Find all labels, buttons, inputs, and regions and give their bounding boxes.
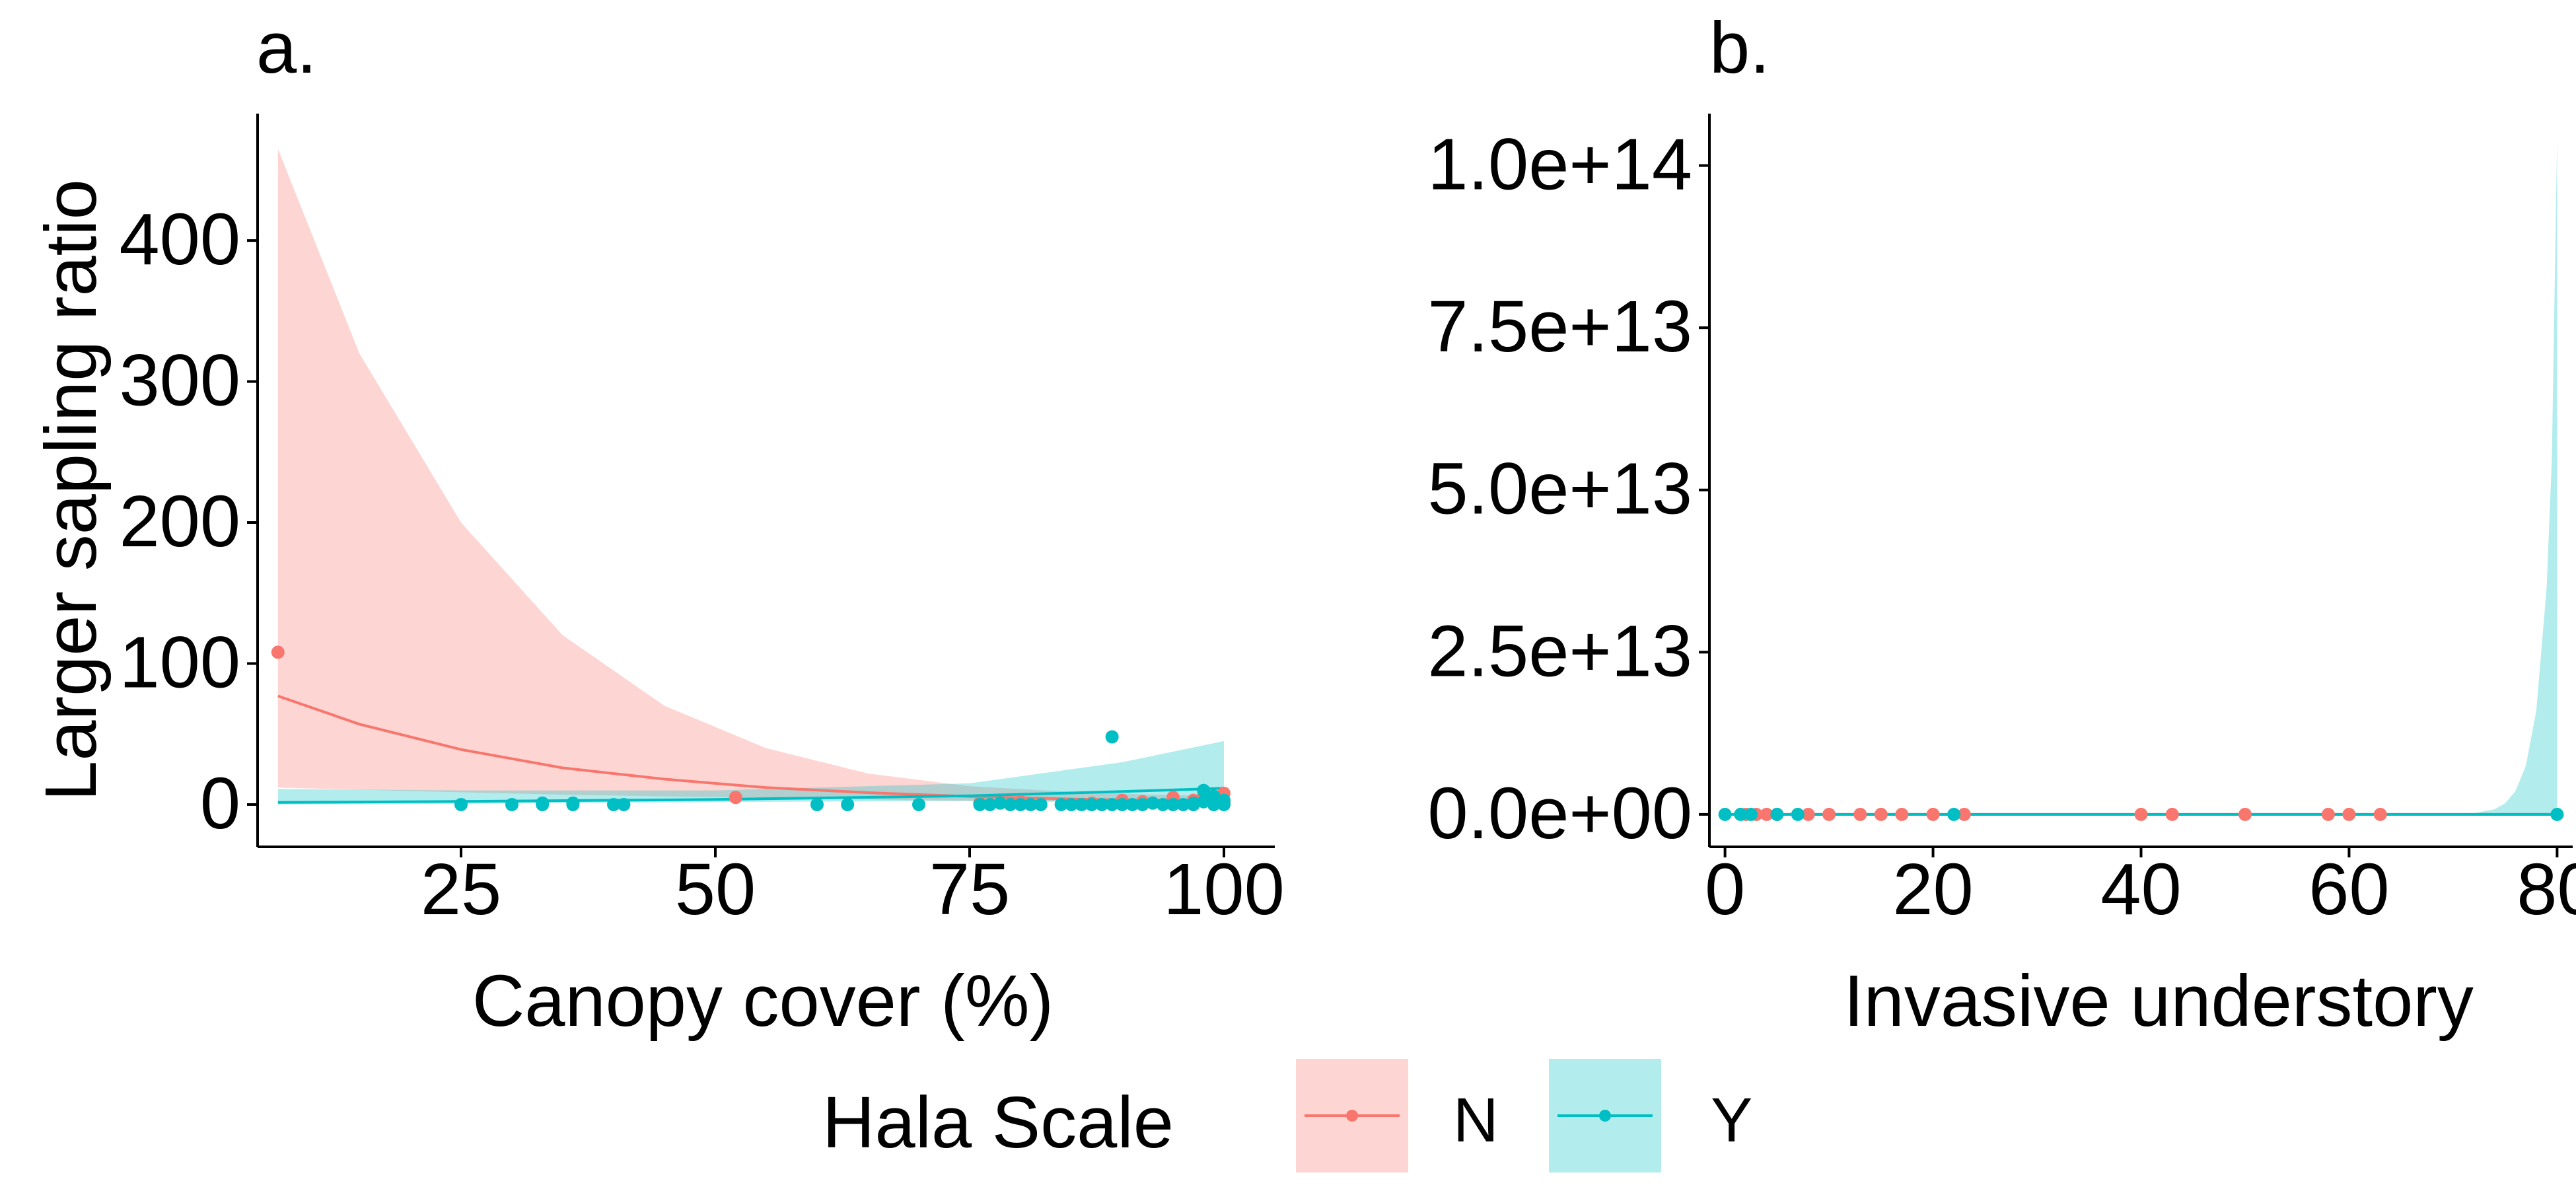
panel-b-x-tick-label: 40: [2100, 849, 2181, 930]
panel-a-point-n: [271, 645, 285, 659]
panel-a-point-y: [1024, 798, 1038, 811]
panel-b-point-n: [1957, 807, 1971, 821]
panel-a-point-y: [1156, 798, 1170, 811]
legend: Hala Scale N Y: [822, 1059, 1752, 1172]
legend-key-n-point: [1346, 1110, 1358, 1122]
panel-a-point-y: [1065, 798, 1078, 811]
panel-b-point-y: [1718, 807, 1732, 821]
panel-b-point-n: [1926, 807, 1940, 821]
panel-a-points: [271, 645, 1231, 811]
panel-a-point-y: [1217, 793, 1231, 807]
panel-a-point-y: [1116, 798, 1129, 811]
panel-a-y-tick-label: 400: [119, 199, 240, 280]
panel-b-point-n: [2134, 807, 2148, 821]
panel-a-y-axis-label: Larger sapling ratio: [30, 179, 112, 801]
panel-a-point-y: [1095, 798, 1109, 811]
panel-a-x-tick-label: 100: [1163, 849, 1285, 930]
panel-b-point-n: [2238, 807, 2252, 821]
panel-b-point-n: [1822, 807, 1836, 821]
panel-b-x-tick-label: 0: [1705, 849, 1745, 930]
panel-b-point-y: [1791, 807, 1805, 821]
panel-a-y-tick-label: 200: [119, 481, 240, 562]
panel-b-y-tick-label: 5.0e+13: [1427, 449, 1692, 530]
panel-a-x-tick-label: 50: [675, 849, 756, 930]
panel-b-point-n: [2373, 807, 2387, 821]
panel-a-point-y: [1003, 798, 1017, 811]
panel-a-point-y: [1176, 798, 1190, 811]
panel-b-point-n: [2165, 807, 2179, 821]
panel-b-point-n: [1895, 807, 1909, 821]
panel-b-point-n: [2321, 807, 2335, 821]
panel-b-y-tick-label: 0.0e+00: [1427, 773, 1692, 854]
panel-a-point-y: [1105, 730, 1119, 744]
panel-a-y-tick-label: 100: [119, 622, 240, 703]
panel-a-point-y: [566, 798, 580, 811]
panel-a-point-y: [1135, 798, 1149, 811]
panel-a-point-y: [810, 798, 824, 811]
panel-a-point-y: [973, 798, 987, 811]
panel-b-x-axis-label: Invasive understory: [1843, 960, 2474, 1042]
panel-a-point-y: [536, 798, 550, 811]
panel-b-label: b.: [1709, 7, 1770, 89]
panel-a-point-y: [1105, 798, 1119, 811]
legend-key-y-point: [1599, 1110, 1611, 1122]
panel-a-point-y: [454, 798, 468, 811]
panel-b-y-tick-label: 7.5e+13: [1427, 286, 1692, 367]
panel-b-point-y: [1734, 807, 1748, 821]
panel-b-point-y: [1770, 807, 1784, 821]
legend-label-y: Y: [1711, 1085, 1752, 1155]
panel-a-point-y: [993, 796, 1007, 810]
panel-a-fit-line-y: [277, 787, 1225, 804]
panel-a-point-y: [1207, 789, 1221, 803]
panel-b-x-tick-label: 60: [2308, 849, 2389, 930]
panel-a-point-y: [1146, 796, 1160, 810]
panel-a-point-y: [841, 798, 855, 811]
panel-a-point-y: [607, 798, 620, 811]
panel-b-y-tick-label: 2.5e+13: [1427, 610, 1692, 692]
panel-b: b. Invasive understory 0.0e+00 2.5e+13 5.0…: [1427, 7, 2576, 1042]
panel-a-point-y: [1197, 783, 1211, 797]
panel-b-point-n: [1801, 807, 1815, 821]
panel-a-point-y: [1034, 798, 1048, 811]
panel-a-ci-band-y: [277, 740, 1224, 805]
panel-b-point-n: [1874, 807, 1888, 821]
panel-a-point-y: [1126, 798, 1139, 811]
panel-a-point-y: [1166, 798, 1180, 811]
panel-a-y-tick-label: 300: [119, 340, 240, 421]
panel-a-x-axis-label: Canopy cover (%): [472, 960, 1054, 1042]
panel-b-ci-bands: [1725, 139, 2558, 814]
panel-a-ci-band-n: [277, 149, 1224, 803]
panel-b-point-y: [2550, 807, 2564, 821]
panel-a-point-y: [1014, 798, 1027, 811]
panel-a-x-tick-label: 25: [421, 849, 501, 930]
panel-b-ci-band-y: [1725, 139, 2558, 814]
panel-a: a. Larger sapling ratio Canopy cover (%)…: [30, 7, 1285, 1042]
panel-b-x-tick-label: 20: [1892, 849, 1973, 930]
panel-a-point-y: [912, 798, 925, 811]
panel-a-point-n: [729, 791, 742, 805]
panel-b-points: [1718, 807, 2564, 821]
panel-a-point-y: [1054, 798, 1068, 811]
panel-b-point-y: [1744, 807, 1758, 821]
panel-a-x-tick-label: 75: [929, 849, 1010, 930]
panel-a-point-y: [983, 798, 997, 811]
panel-a-point-y: [617, 798, 631, 811]
panel-b-point-n: [1760, 807, 1773, 821]
panel-b-y-tick-label: 1.0e+14: [1427, 124, 1692, 205]
panel-a-point-y: [505, 798, 519, 811]
panel-b-point-y: [1947, 807, 1961, 821]
panel-a-ci-bands: [277, 149, 1224, 805]
panel-a-point-y: [1085, 798, 1098, 811]
legend-title: Hala Scale: [822, 1082, 1174, 1163]
panel-a-label: a.: [256, 7, 317, 89]
panel-a-point-y: [1197, 795, 1211, 809]
panel-a-point-y: [1075, 798, 1089, 811]
panel-b-point-n: [2342, 807, 2356, 821]
panel-a-point-y: [1186, 798, 1200, 811]
panel-b-x-tick-label: 80: [2517, 849, 2576, 930]
legend-label-n: N: [1453, 1085, 1499, 1155]
panel-b-point-n: [1853, 807, 1867, 821]
panel-a-y-tick-label: 0: [200, 763, 240, 844]
